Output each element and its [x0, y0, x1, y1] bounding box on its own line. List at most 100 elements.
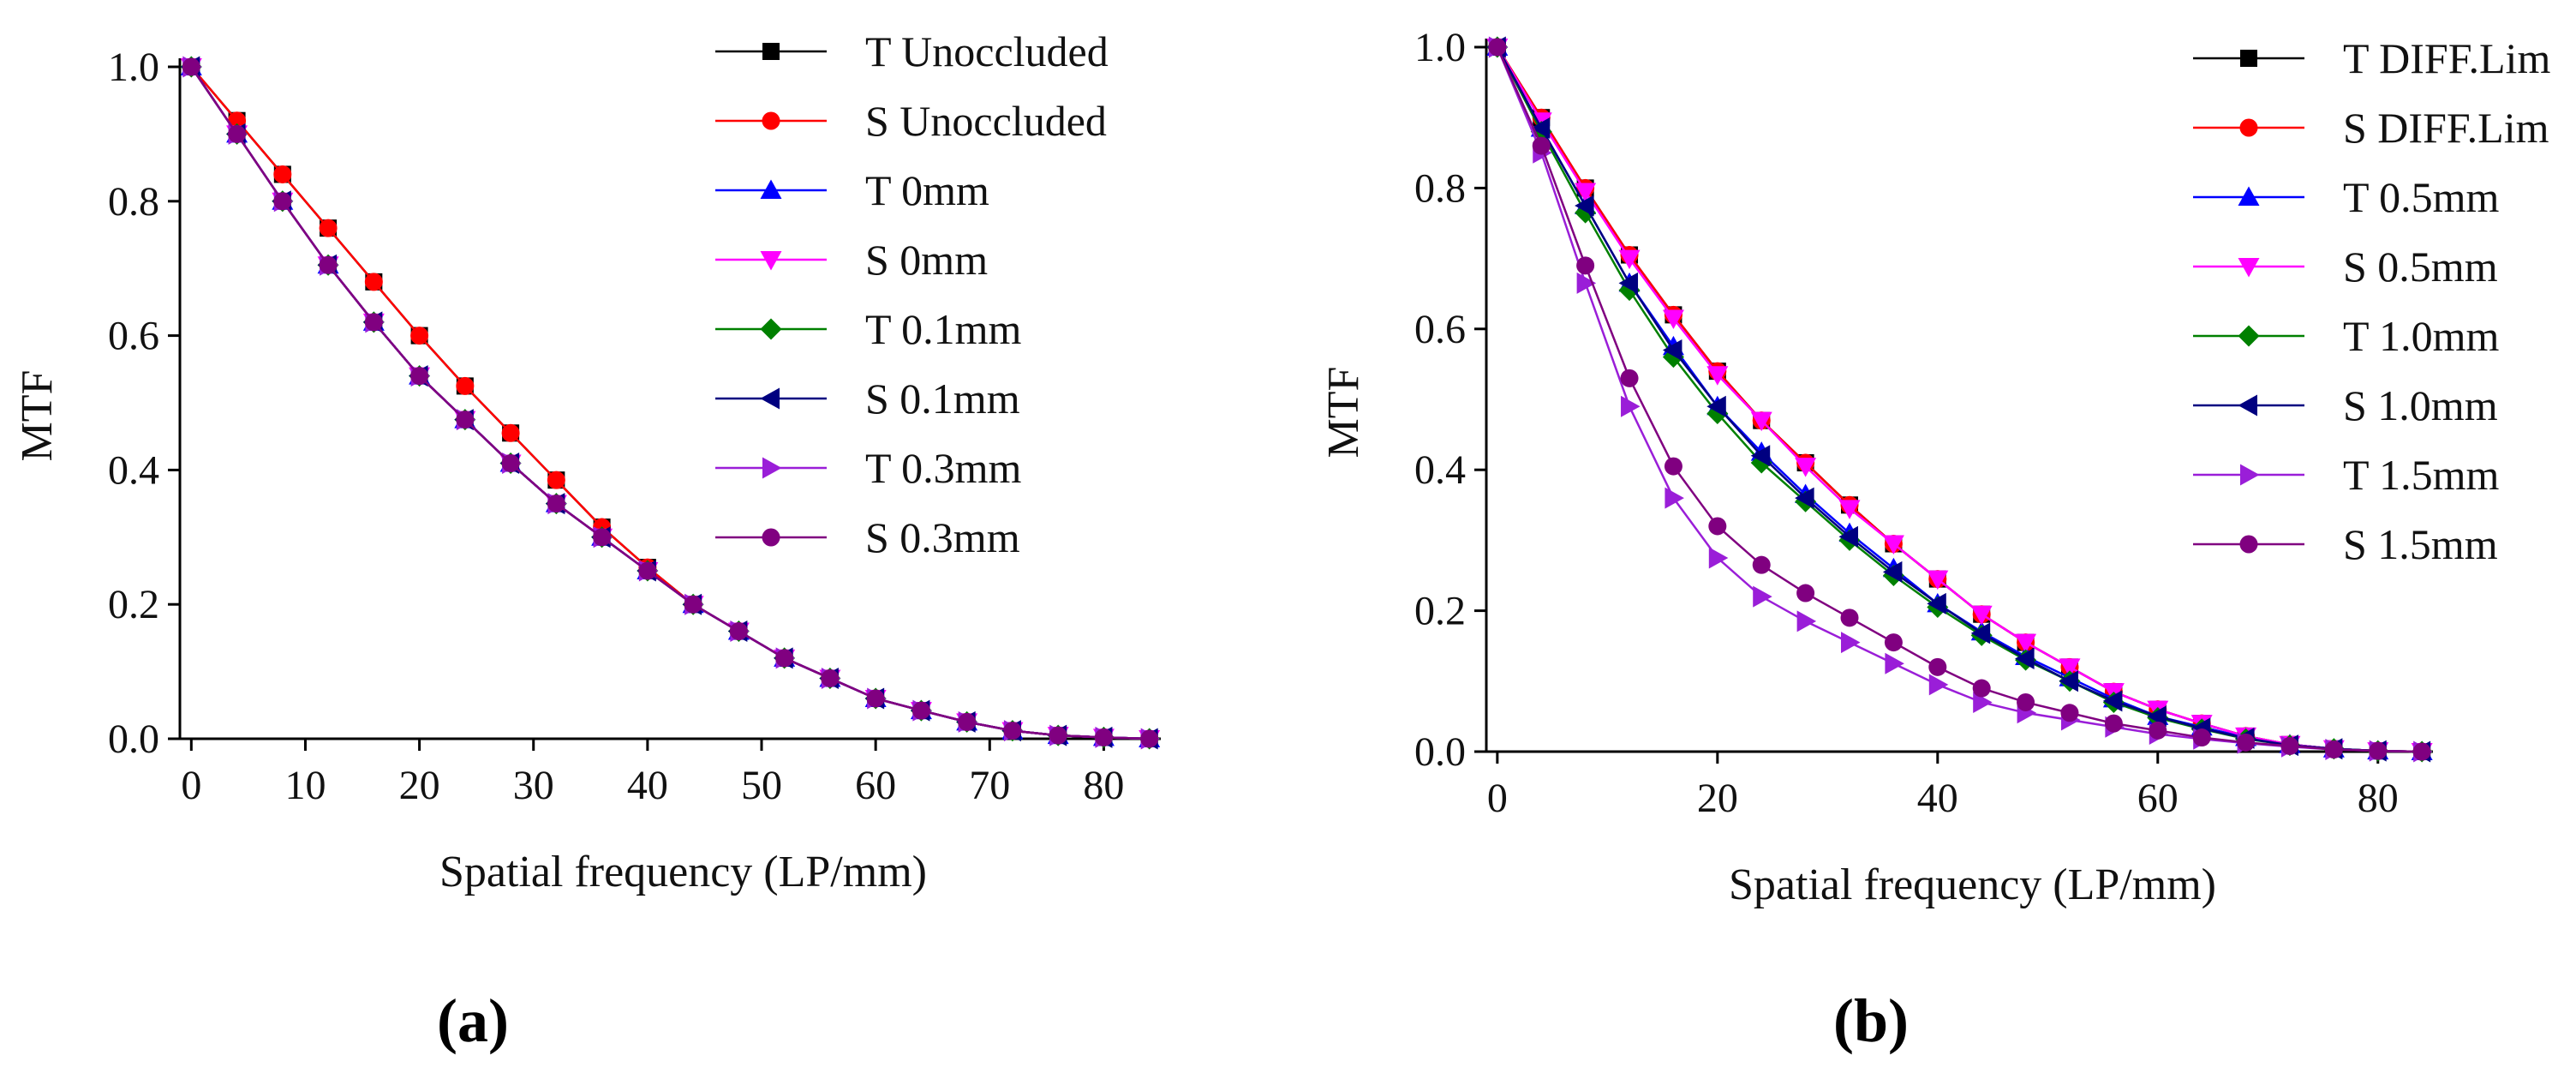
data-point	[456, 376, 475, 395]
y-tick-label: 0.0	[108, 716, 159, 762]
series-line	[1496, 46, 2423, 753]
legend-label: S 0mm	[865, 236, 988, 284]
x-tick-label: 40	[627, 763, 668, 808]
data-point	[1928, 674, 1949, 696]
series-line	[1496, 46, 2423, 753]
data-point	[1927, 592, 1946, 614]
legend: T Unoccluded S Unoccluded T 0mm S 0mm T 0.1m…	[715, 27, 1109, 561]
legend-item: S 0.5mm	[2193, 243, 2498, 291]
data-point	[2059, 670, 2078, 692]
data-point	[319, 219, 338, 237]
data-point	[1838, 525, 1859, 548]
panel-label-b: (b)	[1833, 986, 1909, 1055]
series-line	[1496, 46, 2423, 753]
legend-label: S Unoccluded	[865, 97, 1107, 145]
data-point	[2017, 692, 2035, 711]
legend-marker	[760, 251, 782, 271]
data-point	[1750, 445, 1771, 467]
data-point	[866, 689, 885, 708]
series-line	[1496, 46, 2423, 753]
data-point	[1753, 585, 1772, 608]
legend-label: T 0.1mm	[865, 305, 1022, 353]
data-point	[1885, 652, 1904, 674]
data-point	[684, 595, 702, 614]
legend-marker	[762, 43, 780, 60]
legend-label: S 0.5mm	[2343, 243, 2498, 291]
series-s-1-0mm	[1486, 36, 2431, 763]
data-point	[1973, 691, 1993, 713]
series-s-0-3mm	[182, 57, 1159, 748]
data-point	[1575, 183, 1597, 203]
legend-marker	[2238, 186, 2260, 206]
data-point	[2324, 740, 2343, 759]
data-point	[1752, 555, 1771, 574]
series-s-diff-lim	[1488, 38, 2431, 761]
data-point	[182, 57, 200, 76]
x-tick-label: 50	[741, 763, 782, 808]
data-point	[1882, 535, 1904, 555]
x-tick-label: 70	[969, 763, 1010, 808]
data-point	[1664, 457, 1682, 476]
data-point	[1970, 622, 1991, 644]
legend-marker	[2239, 535, 2258, 554]
data-point	[228, 124, 247, 143]
x-tick-label: 80	[2358, 776, 2399, 821]
data-point	[1706, 366, 1729, 386]
legend-marker	[2238, 258, 2260, 278]
data-point	[1620, 369, 1639, 387]
x-tick-label: 60	[855, 763, 896, 808]
series-t-1-5mm	[1488, 36, 2433, 763]
y-tick-label: 0.8	[108, 179, 159, 225]
legend-marker	[760, 318, 782, 340]
y-axis-title: MTF	[1319, 367, 1368, 459]
axes: 0.0 0.2 0.4 0.6 0.8 1.0 0 10 20 30 40 50 60 70 80	[108, 45, 1161, 808]
data-point	[410, 367, 429, 386]
data-point	[1488, 38, 1507, 57]
data-point	[2102, 690, 2123, 712]
legend-item: T Unoccluded	[715, 27, 1109, 75]
legend-marker	[760, 179, 782, 199]
data-point	[1662, 309, 1684, 329]
legend-item: T 0mm	[715, 166, 989, 214]
mtf-chart-b: 0.0 0.2 0.4 0.6 0.8 1.0 0 20 40 60 80 Spatial frequ…	[1319, 25, 2550, 909]
series-line	[1496, 46, 2423, 753]
data-point	[456, 411, 475, 429]
legend-label: S DIFF.Lim	[2343, 104, 2549, 152]
legend-item: T 0.5mm	[2193, 173, 2500, 221]
data-point	[2149, 721, 2167, 740]
x-tick-label: 0	[181, 763, 201, 808]
legend-marker	[762, 528, 780, 547]
data-point	[1576, 256, 1595, 275]
data-point	[228, 111, 247, 130]
data-point	[1621, 395, 1641, 417]
series-line	[190, 66, 1150, 740]
data-point	[2059, 658, 2081, 678]
series-t-diff-lim	[1488, 39, 2431, 760]
y-tick-label: 0.6	[108, 314, 159, 359]
mtf-chart-a: 0.0 0.2 0.4 0.6 0.8 1.0 0 10 20 30 40 50 60 70 80 Spati…	[13, 27, 1161, 896]
data-point	[1530, 117, 1551, 140]
data-point	[775, 649, 794, 668]
data-point	[1882, 560, 1903, 583]
data-point	[2280, 736, 2299, 755]
legend-marker	[2240, 50, 2257, 67]
data-point	[1884, 633, 1903, 652]
series-line	[1496, 46, 2423, 753]
y-tick-label: 0.2	[108, 582, 159, 627]
data-point	[501, 423, 520, 442]
data-point	[1575, 195, 1594, 217]
data-point	[1662, 339, 1682, 361]
data-point	[364, 313, 383, 332]
legend-label: T 0.3mm	[865, 444, 1022, 492]
series-t-0-5mm	[1486, 36, 2433, 760]
data-point	[1841, 632, 1861, 654]
x-axis-title: Spatial frequency (LP/mm)	[439, 848, 927, 896]
legend-item: T 1.0mm	[2193, 312, 2500, 360]
legend-item: S 0mm	[715, 236, 988, 284]
legend-marker	[2238, 325, 2260, 347]
legend-label: T 0.5mm	[2343, 173, 2500, 221]
series-s-1-5mm	[1488, 38, 2431, 761]
x-tick-label: 80	[1083, 763, 1124, 808]
data-point	[2192, 728, 2211, 747]
y-tick-label: 0.4	[108, 447, 159, 493]
